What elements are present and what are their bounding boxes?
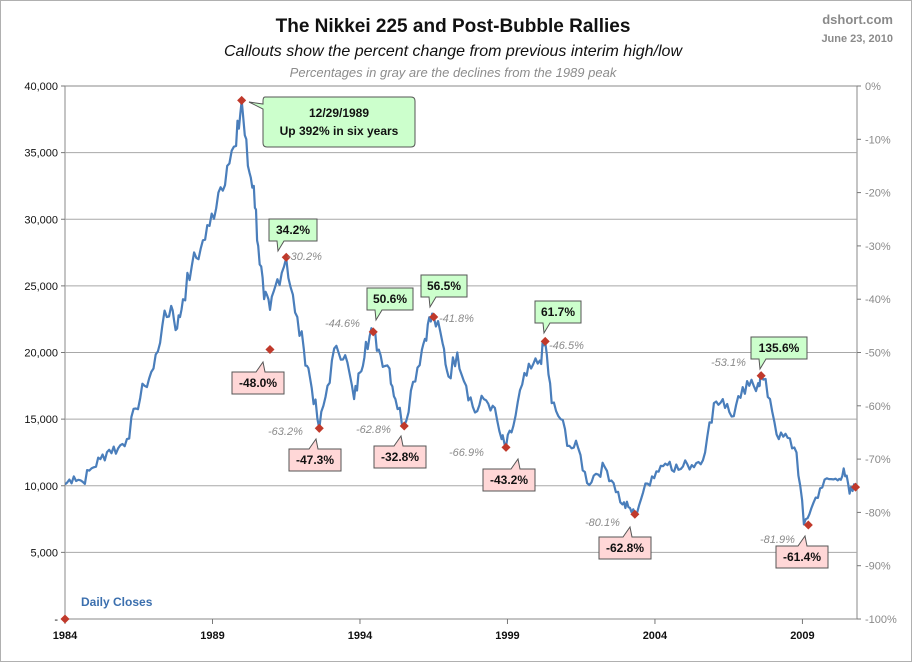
peak-callout: 12/29/1989 Up 392% in six years [248, 96, 416, 148]
up-callout: 34.2% [268, 218, 318, 253]
up-callout: 135.6% [750, 336, 808, 371]
brand-label: dshort.com [822, 12, 893, 27]
peak-callout-bubble [248, 96, 416, 148]
gray-decline-label: -46.5% [549, 340, 584, 352]
up-callout-bubble [750, 336, 808, 371]
up-callout-bubble [420, 274, 468, 309]
y-axis-right: -100% -90% -80% -70% -60% -50% -40% -30% -20% -10… [857, 81, 897, 626]
down-callout-bubble [482, 457, 536, 492]
up-callout-bubble [534, 300, 582, 335]
gray-decline-label: -81.9% [760, 534, 795, 546]
down-callout-label: -48.0% [239, 376, 277, 390]
up-callout-label: 135.6% [759, 341, 800, 355]
y2-tick-label: -90% [865, 561, 891, 573]
down-callout-label: -47.3% [296, 453, 334, 467]
peak-trough-marker [368, 327, 378, 337]
y-tick-label: - [54, 614, 58, 626]
y-axis-left: - 5,000 10,000 15,000 20,000 25,000 30,000 35,0… [24, 81, 65, 626]
y2-tick-label: -30% [865, 241, 891, 253]
y-tick-label: 30,000 [24, 214, 58, 226]
y2-tick-label: -80% [865, 507, 891, 519]
x-tick-label: 2009 [790, 630, 814, 642]
peak-trough-marker [501, 442, 511, 452]
up-callout-label: 34.2% [276, 223, 310, 237]
legend-daily-closes: Daily Closes [81, 595, 153, 609]
chart-subtitle-gray: Percentages in gray are the declines fro… [290, 65, 618, 80]
up-callout: 56.5% [420, 274, 468, 309]
y2-tick-label: -70% [865, 454, 891, 466]
y2-tick-label: -10% [865, 134, 891, 146]
down-callout: -47.3% [288, 437, 342, 472]
x-tick-label: 1994 [348, 630, 373, 642]
y-tick-label: 10,000 [24, 481, 58, 493]
gray-decline-label: -30.2% [287, 251, 322, 263]
peak-trough-marker [281, 252, 291, 262]
y2-tick-label: -50% [865, 348, 891, 360]
gray-decline-label: -41.8% [439, 313, 474, 325]
gray-decline-label: -62.8% [356, 424, 391, 436]
y-tick-label: 5,000 [30, 547, 58, 559]
down-callout-label: -62.8% [606, 541, 644, 555]
up-callout-bubble [268, 218, 318, 253]
y-tick-label: 15,000 [24, 414, 58, 426]
down-callout-bubble [231, 360, 285, 395]
x-axis: 1984 1989 1994 1999 2004 2009 [53, 619, 815, 642]
up-callout-label: 56.5% [427, 279, 461, 293]
down-callout-bubble [288, 437, 342, 472]
gray-decline-label: -53.1% [711, 357, 746, 369]
peak-callout-text: Up 392% in six years [280, 124, 399, 138]
peak-trough-marker [429, 312, 439, 322]
x-tick-label: 1989 [200, 630, 224, 642]
up-callout-bubble [366, 287, 414, 322]
up-callout: 50.6% [366, 287, 414, 322]
up-callout-label: 61.7% [541, 305, 575, 319]
up-callout: 61.7% [534, 300, 582, 335]
y-tick-label: 20,000 [24, 348, 58, 360]
gray-decline-label: -44.6% [325, 318, 360, 330]
down-callout-bubble [373, 434, 427, 469]
gray-decline-label: -80.1% [585, 517, 620, 529]
down-callout: -62.8% [598, 525, 652, 560]
up-callout-label: 50.6% [373, 292, 407, 306]
down-callout-bubble [598, 525, 652, 560]
x-tick-label: 2004 [643, 630, 668, 642]
chart-subtitle: Callouts show the percent change from pr… [224, 43, 683, 60]
series-line-daily-closes [65, 99, 857, 526]
down-callout: -48.0% [231, 360, 285, 395]
y-tick-label: 35,000 [24, 148, 58, 160]
date-label: June 23, 2010 [821, 33, 893, 45]
gray-decline-label: -63.2% [268, 426, 303, 438]
down-callout: -43.2% [482, 457, 536, 492]
x-tick-label: 1999 [495, 630, 519, 642]
y2-tick-label: -40% [865, 294, 891, 306]
peak-trough-marker [399, 421, 409, 431]
down-callout-label: -43.2% [490, 473, 528, 487]
down-callout: -61.4% [775, 534, 829, 569]
y2-tick-label: -100% [865, 614, 897, 626]
y2-tick-label: -60% [865, 401, 891, 413]
peak-trough-marker [540, 336, 550, 346]
chart-title: The Nikkei 225 and Post-Bubble Rallies [276, 16, 631, 37]
down-callout: -32.8% [373, 434, 427, 469]
peak-callout-date: 12/29/1989 [309, 106, 369, 120]
down-callout-bubble [775, 534, 829, 569]
x-tick-label: 1984 [53, 630, 78, 642]
gray-decline-label: -66.9% [449, 447, 484, 459]
down-callout-label: -32.8% [381, 450, 419, 464]
down-callout-label: -61.4% [783, 550, 821, 564]
y-tick-label: 40,000 [24, 81, 58, 93]
y-tick-label: 25,000 [24, 281, 58, 293]
y2-tick-label: 0% [865, 81, 881, 93]
y2-tick-label: -20% [865, 188, 891, 200]
